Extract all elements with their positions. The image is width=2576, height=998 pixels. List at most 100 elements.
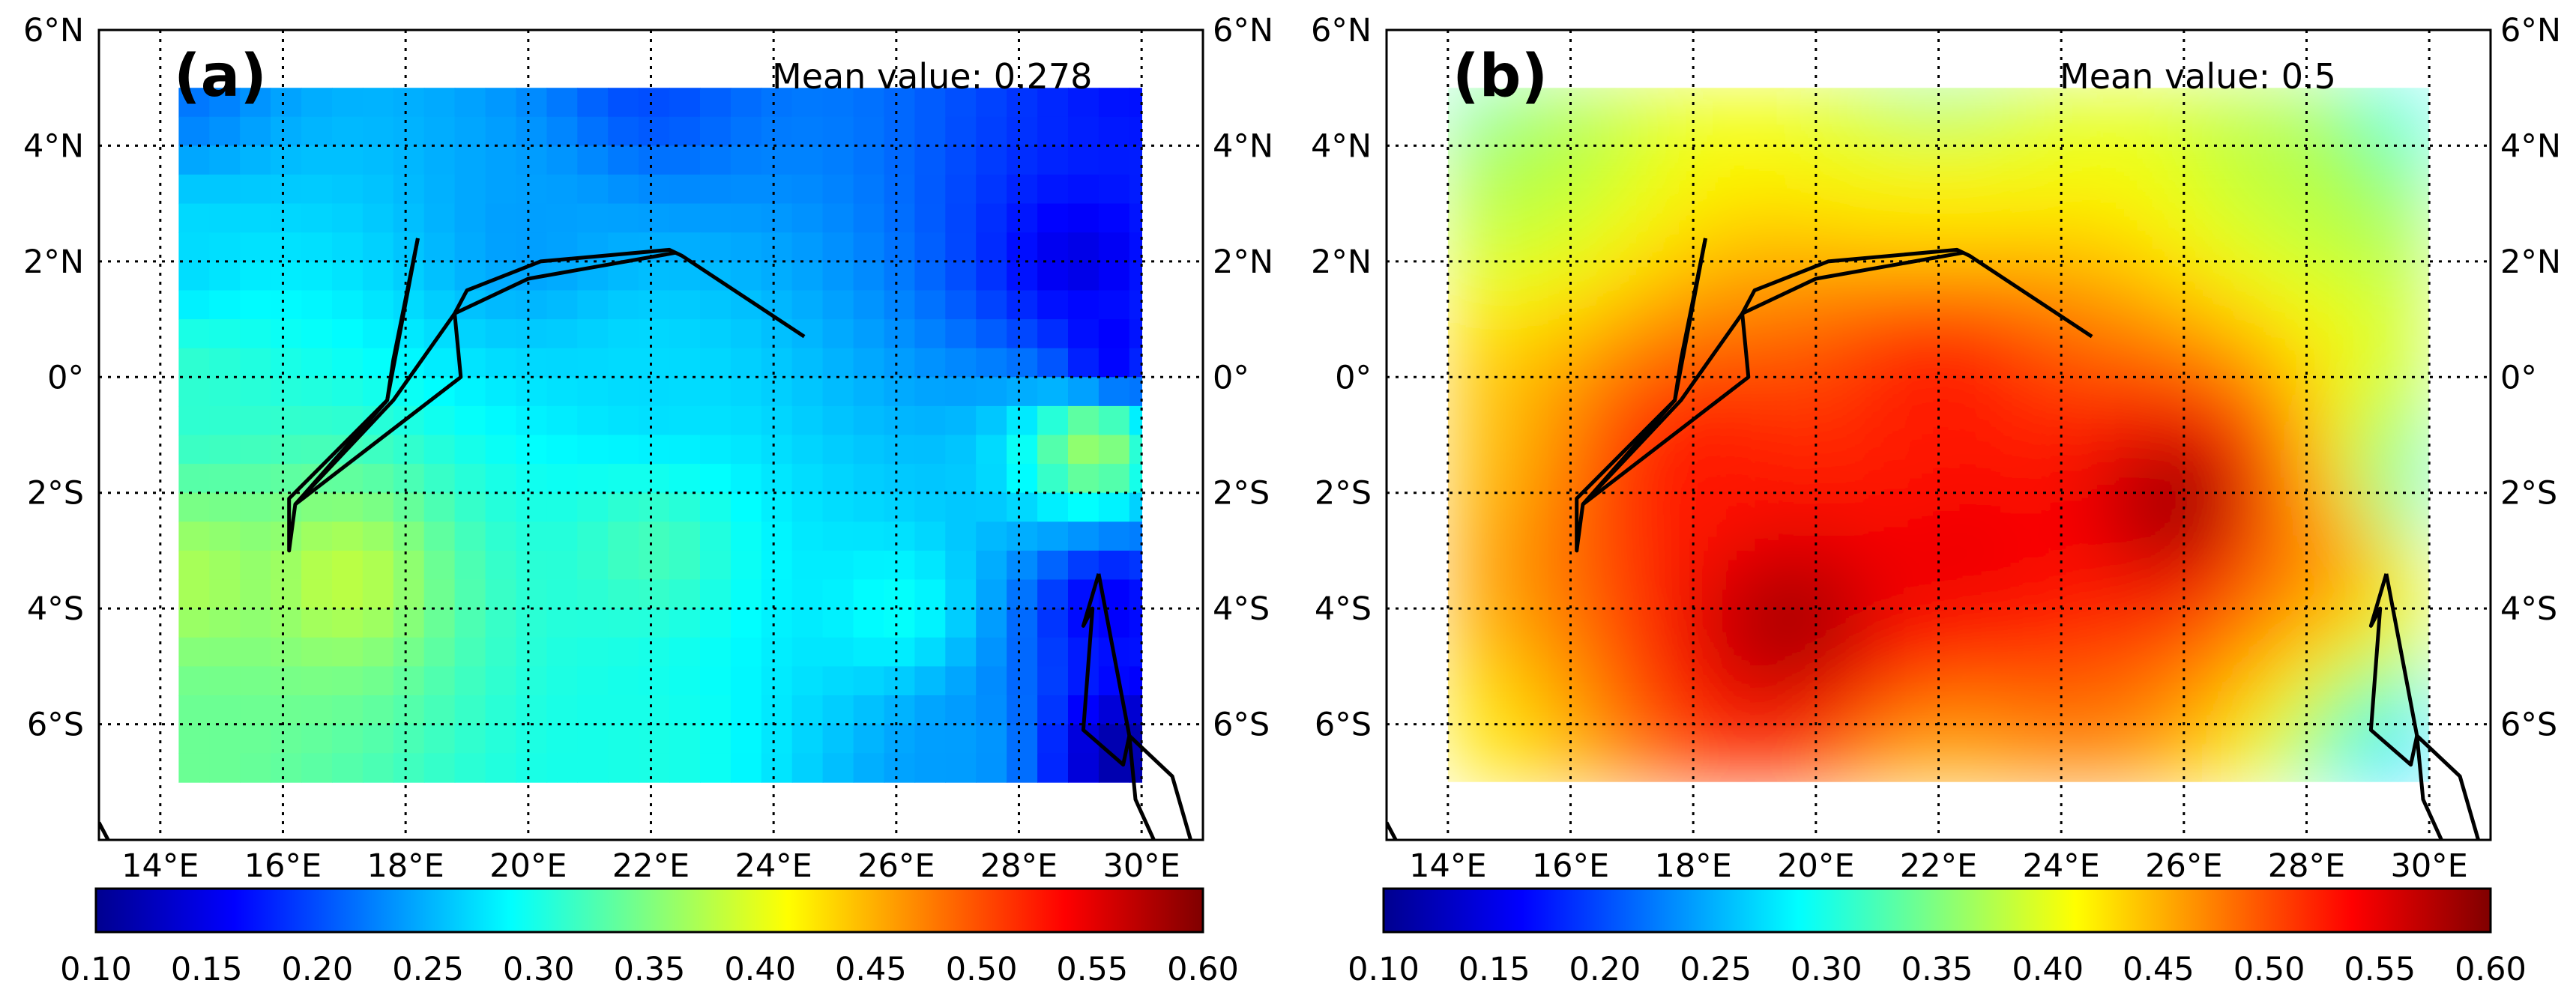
field-cell	[1708, 753, 1725, 769]
field-cell	[1923, 536, 1940, 551]
field-cell	[362, 232, 394, 262]
field-cell	[884, 724, 916, 754]
field-cell	[1954, 116, 1970, 132]
field-cell	[1877, 435, 1893, 450]
field-cell	[485, 492, 517, 523]
field-cell	[1693, 435, 1710, 450]
field-cell	[1755, 637, 1771, 653]
field-cell	[1907, 319, 1924, 335]
field-cell	[1478, 666, 1495, 682]
field-cell	[791, 695, 824, 725]
field-cell	[1570, 116, 1587, 132]
field-cell	[2306, 88, 2323, 103]
field-cell	[1037, 637, 1069, 668]
field-cell	[209, 145, 241, 175]
field-cell	[1539, 680, 1556, 696]
field-cell	[178, 145, 211, 175]
field-cell	[945, 608, 977, 638]
field-cell	[1846, 724, 1863, 740]
field-cell	[1800, 449, 1817, 465]
field-cell	[1098, 319, 1130, 349]
field-cell	[2275, 536, 2292, 551]
field-cell	[2076, 247, 2093, 262]
field-cell	[1984, 116, 2001, 132]
field-cell	[761, 464, 793, 494]
field-cell	[2045, 160, 2062, 175]
field-cell	[1984, 492, 2001, 508]
field-cell	[1494, 536, 1510, 551]
field-cell	[2138, 652, 2154, 668]
field-cell	[1984, 666, 2001, 682]
field-cell	[2352, 608, 2369, 624]
field-cell	[2337, 637, 2353, 653]
field-cell	[2337, 695, 2353, 711]
field-cell	[1831, 102, 1847, 118]
field-cell	[1463, 304, 1479, 320]
field-cell	[945, 724, 977, 754]
field-cell	[1724, 492, 1740, 508]
field-cell	[2337, 565, 2353, 581]
field-cell	[1877, 782, 1893, 783]
field-cell	[301, 290, 333, 320]
field-cell	[1693, 782, 1709, 783]
x-tick-label: 28°E	[980, 847, 1058, 885]
field-cell	[2092, 680, 2108, 696]
field-cell	[2107, 304, 2123, 320]
field-cell	[2306, 536, 2323, 551]
field-cell	[2214, 738, 2231, 754]
field-cell	[1129, 435, 1142, 465]
field-cell	[178, 175, 211, 205]
field-cell	[1129, 579, 1142, 609]
field-cell	[1677, 593, 1694, 609]
field-cell	[2092, 652, 2108, 668]
field-cell	[1539, 652, 1556, 668]
field-cell	[271, 521, 302, 551]
field-cell	[1831, 363, 1847, 378]
field-cell	[1923, 391, 1940, 407]
field-cell	[2153, 680, 2170, 696]
x-tick-label: 16°E	[244, 847, 322, 885]
field-cell	[2383, 276, 2400, 291]
field-cell	[2138, 782, 2154, 783]
field-cell	[2138, 333, 2154, 349]
field-cell	[1969, 232, 1985, 248]
field-cell	[2199, 203, 2215, 219]
field-cell	[2337, 710, 2353, 725]
field-cell	[1601, 145, 1617, 161]
field-cell	[884, 261, 916, 291]
field-cell	[1068, 405, 1100, 436]
x-tick-label: 30°E	[2390, 847, 2467, 885]
field-cell	[2092, 420, 2108, 436]
field-cell	[393, 175, 425, 205]
field-cell	[1632, 593, 1648, 609]
field-cell	[1447, 217, 1465, 233]
field-cell	[1601, 536, 1617, 551]
field-cell	[1938, 160, 1955, 175]
field-cell	[1539, 710, 1556, 725]
field-cell	[2015, 377, 2032, 393]
field-cell	[1037, 579, 1069, 609]
field-cell	[393, 521, 425, 551]
field-cell	[485, 753, 517, 783]
field-cell	[1463, 724, 1479, 740]
field-cell	[2123, 145, 2139, 161]
field-cell	[2199, 319, 2215, 335]
field-cell	[1800, 333, 1817, 349]
field-cell	[2183, 102, 2201, 118]
field-cell	[546, 550, 579, 581]
field-cell	[1677, 767, 1694, 782]
field-cell	[2092, 175, 2108, 190]
field-cell	[1068, 666, 1100, 696]
field-cell	[1524, 695, 1541, 711]
field-cell	[761, 203, 793, 233]
field-cell	[1755, 579, 1771, 595]
field-cell	[1509, 333, 1525, 349]
field-cell	[1862, 363, 1878, 378]
field-cell	[1815, 145, 1833, 161]
field-cell	[1586, 319, 1602, 335]
field-cell	[362, 175, 394, 205]
field-cell	[1677, 753, 1694, 769]
field-cell	[1815, 116, 1833, 132]
field-cell	[1755, 363, 1771, 378]
field-cell	[1447, 88, 1465, 103]
